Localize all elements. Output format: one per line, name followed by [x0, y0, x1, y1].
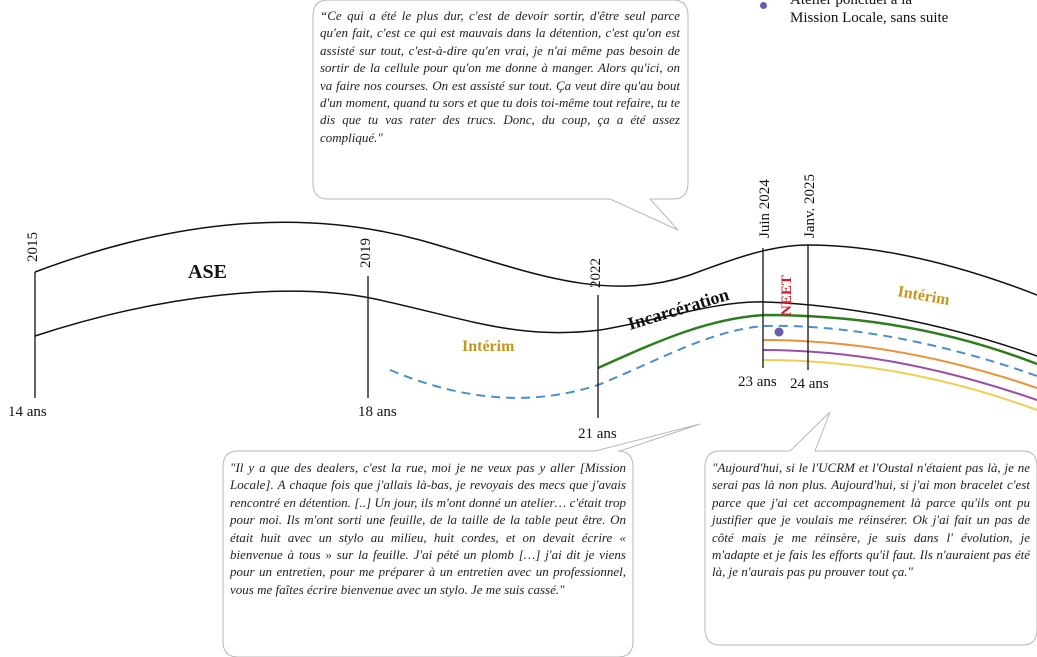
age-label-21: 21 ans [578, 426, 617, 442]
mission-locale-dot [774, 327, 784, 337]
band-label-incarceration: Incarcération [625, 284, 731, 334]
legend-line-1: Atelier ponctuel à la [790, 0, 913, 8]
year-label-juin-2024: Juin 2024 [757, 179, 773, 238]
year-label-janv-2025: Janv. 2025 [802, 174, 818, 238]
year-label-2022: 2022 [588, 258, 604, 288]
trajectory-line-orange [762, 339, 1037, 389]
trajectory-line-yellow [762, 359, 1037, 411]
legend-line-2: Mission Locale, sans suite [790, 10, 949, 26]
trajectory-line-purple [762, 349, 1037, 401]
age-label-23: 23 ans [738, 374, 777, 390]
timeline-upper-curve [34, 221, 1037, 296]
band-label-neet: NEET [779, 275, 795, 316]
legend-dot-icon [760, 2, 767, 9]
age-label-18: 18 ans [358, 404, 397, 420]
band-label-interim-right: Intérim [896, 283, 951, 309]
quote-top: “Ce qui a été le plus dur, c'est de devo… [320, 8, 680, 145]
trajectory-line-green [597, 313, 1037, 370]
quote-bottom-left: "Il y a que des dealers, c'est la rue, m… [230, 460, 626, 597]
trajectory-line-dashed-blue [389, 324, 1037, 399]
year-label-2019: 2019 [358, 238, 374, 268]
speech-bubble-top [312, 0, 689, 231]
quote-bottom-right: "Aujourd'hui, si le l'UCRM et l'Oustal n… [712, 460, 1030, 580]
age-label-14: 14 ans [8, 404, 47, 420]
band-label-interim-lower: Intérim [462, 338, 515, 355]
timeline-lower-curve [34, 290, 1037, 357]
legend-mission-locale: Atelier ponctuel à la Mission Locale, sa… [790, 0, 1030, 27]
age-label-24: 24 ans [790, 376, 829, 392]
speech-bubble-bottom-right [704, 411, 1037, 646]
band-label-ase: ASE [188, 261, 227, 283]
year-label-2015: 2015 [25, 232, 41, 262]
